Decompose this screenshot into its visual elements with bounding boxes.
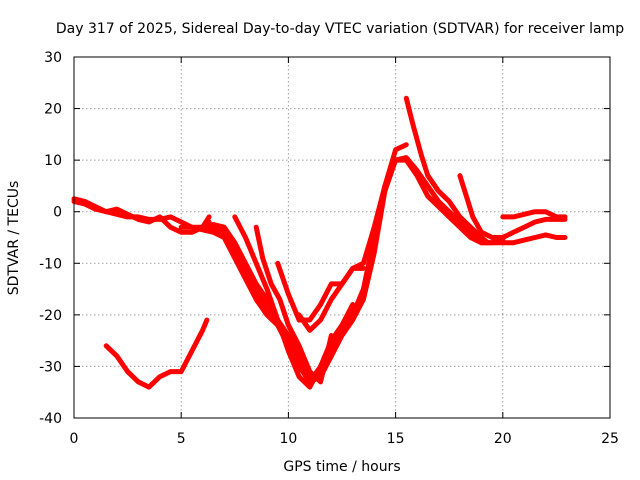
series-track-14 — [478, 232, 568, 246]
y-tick-label: -40 — [39, 411, 62, 427]
axis-ticks: 0 5 10 15 20 25 -40 -30 -20 -10 0 10 20 30 — [39, 50, 619, 447]
series-track-3 — [103, 317, 210, 390]
series-track-1 — [71, 196, 212, 230]
y-axis-label: SDTVAR / TECUs — [6, 181, 22, 296]
series-track-10 — [296, 142, 409, 333]
y-tick-label: -10 — [39, 256, 62, 272]
series-track-5 — [189, 155, 484, 385]
x-tick-label: 5 — [177, 431, 186, 447]
y-tick-label: -30 — [39, 359, 62, 375]
y-tick-label: 30 — [44, 50, 62, 66]
x-axis-label: GPS time / hours — [283, 459, 400, 475]
gridlines — [74, 57, 610, 418]
x-tick-label: 25 — [601, 431, 619, 447]
y-tick-label: 10 — [44, 153, 62, 169]
series-track-4 — [178, 157, 506, 385]
x-tick-label: 20 — [494, 431, 512, 447]
y-tick-label: 0 — [53, 205, 62, 221]
series-track-8 — [253, 224, 334, 385]
series-track-7 — [232, 214, 356, 390]
x-tick-label: 10 — [279, 431, 297, 447]
series-track-12 — [457, 173, 568, 240]
chart-title: Day 317 of 2025, Sidereal Day-to-day VTE… — [56, 21, 624, 37]
x-tick-label: 0 — [70, 431, 79, 447]
plot-frame — [73, 56, 611, 419]
y-tick-label: -20 — [39, 308, 62, 324]
x-tick-label: 15 — [387, 431, 405, 447]
y-tick-label: 20 — [44, 102, 62, 118]
data-series — [71, 95, 568, 390]
series-track-11 — [403, 95, 491, 246]
series-track-13 — [500, 209, 568, 220]
